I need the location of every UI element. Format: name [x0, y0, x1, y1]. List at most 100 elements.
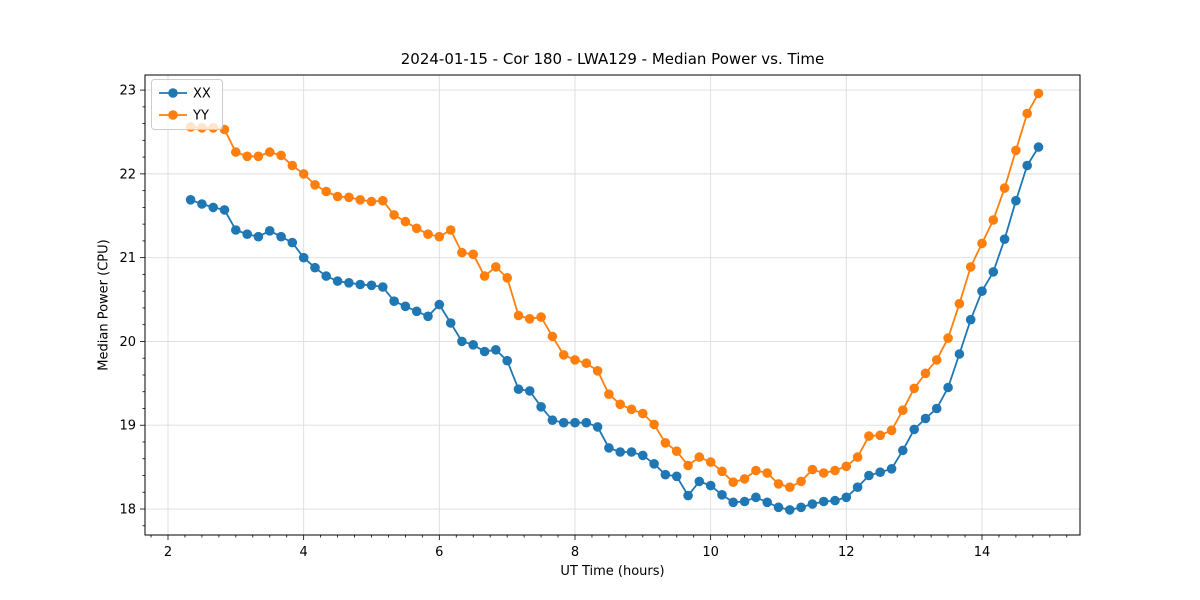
data-point [242, 229, 252, 239]
data-point [739, 474, 750, 484]
data-point [671, 446, 682, 457]
data-point [1033, 88, 1044, 99]
data-point [1022, 160, 1032, 171]
data-point [739, 496, 750, 507]
data-point [841, 492, 852, 503]
data-point [513, 384, 524, 395]
data-point [626, 404, 637, 415]
data-point [615, 447, 625, 457]
data-point [479, 271, 490, 281]
data-point [400, 301, 411, 312]
data-point [694, 452, 705, 462]
x-tick-label: 12 [838, 545, 855, 560]
data-point [683, 490, 693, 501]
legend-label-XX: XX [193, 87, 211, 102]
x-tick-label: 2 [164, 545, 172, 560]
y-tick-label: 23 [119, 84, 136, 99]
data-point [762, 497, 772, 508]
data-point [321, 186, 332, 197]
data-point [999, 234, 1010, 244]
data-point [785, 505, 795, 515]
data-point [660, 469, 671, 480]
data-point [197, 199, 207, 209]
data-point [886, 464, 897, 474]
plot-border [144, 74, 1081, 536]
data-point [355, 279, 366, 290]
data-point [558, 350, 569, 360]
x-tick-label: 4 [300, 545, 308, 560]
gridlines [145, 75, 1080, 535]
data-point [276, 150, 286, 161]
data-point [310, 262, 320, 273]
data-point [852, 452, 863, 462]
y-tick-label: 19 [119, 419, 136, 434]
data-point [1011, 145, 1021, 156]
data-point [638, 450, 648, 461]
data-point [242, 151, 252, 162]
data-point [1011, 195, 1021, 206]
data-point [298, 252, 309, 263]
data-point [287, 160, 298, 171]
data-point [457, 247, 467, 258]
data-point [231, 147, 241, 157]
data-point [468, 249, 479, 260]
legend: XX YY [151, 79, 223, 130]
x-tick-label: 8 [571, 545, 579, 560]
data-point [943, 333, 953, 343]
data-point [841, 461, 852, 472]
data-point [626, 447, 637, 457]
data-point [253, 231, 264, 242]
data-point [796, 476, 806, 487]
data-point [434, 299, 445, 310]
data-point [592, 366, 603, 376]
data-point [558, 417, 569, 428]
legend-sample-marker [168, 88, 178, 98]
data-point [604, 443, 614, 453]
data-point [830, 465, 840, 476]
data-point [683, 460, 693, 471]
data-point [570, 417, 580, 428]
data-point [570, 355, 580, 365]
data-point [434, 231, 445, 242]
data-point [728, 477, 738, 488]
data-point [287, 237, 298, 248]
x-tick-label: 6 [435, 545, 443, 560]
data-point [457, 336, 467, 347]
data-point [185, 195, 196, 205]
data-point [389, 210, 399, 220]
tick-labels: 2 4 6 8 10 12 14 18 19 20 21 22 23 [119, 84, 990, 560]
data-point [231, 225, 241, 235]
data-point [615, 399, 625, 410]
data-point [491, 262, 501, 272]
data-point [411, 223, 422, 234]
data-point [898, 445, 908, 456]
data-point [807, 499, 818, 509]
data-point [264, 226, 275, 236]
data-point [931, 403, 942, 414]
data-point [389, 296, 399, 307]
data-point [219, 205, 230, 215]
data-point [253, 151, 264, 162]
y-tick-label: 21 [119, 251, 136, 266]
data-point [366, 280, 377, 291]
data-point [411, 306, 422, 317]
data-point [536, 402, 546, 412]
data-point [909, 383, 919, 394]
data-point [864, 470, 874, 481]
data-point [649, 419, 659, 430]
x-axis-label: UT Time (hours) [560, 564, 665, 579]
data-point [524, 386, 535, 396]
data-point [581, 417, 592, 428]
data-point [886, 425, 897, 436]
data-point [502, 273, 512, 283]
y-tick-label: 20 [119, 335, 136, 350]
data-point [785, 482, 795, 493]
data-point [864, 431, 874, 441]
data-point [954, 298, 965, 309]
chart-title: 2024-01-15 - Cor 180 - LWA129 - Median P… [400, 50, 825, 68]
y-tick-label: 18 [119, 503, 136, 518]
data-point [547, 415, 558, 426]
data-point [468, 340, 479, 350]
data-point [1022, 108, 1032, 119]
